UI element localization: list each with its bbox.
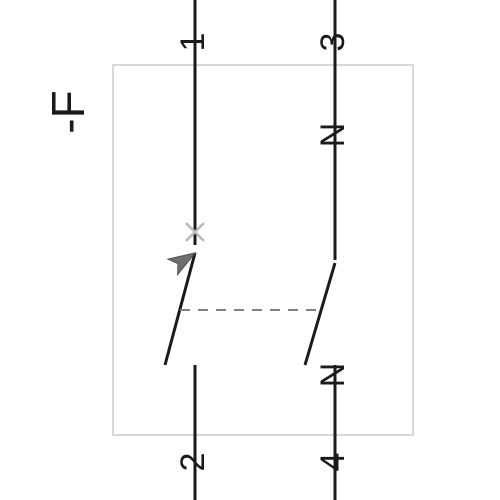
symbol-outline — [113, 65, 413, 435]
pole-2-contact — [305, 263, 335, 365]
pole-2-bottom-letter: N — [314, 363, 352, 388]
pole-2-top-letter: N — [314, 123, 352, 148]
pole-1-bottom-number: 2 — [174, 453, 212, 472]
trip-arrow-icon — [168, 245, 200, 274]
pole-2-top-number: 3 — [314, 33, 352, 52]
pole-2-bottom-number: 4 — [314, 453, 352, 472]
pole-1-top-number: 1 — [174, 33, 212, 52]
circuit-breaker-symbol: -F 1 2 3 4 N N — [0, 0, 500, 500]
component-designator: -F — [42, 90, 94, 133]
